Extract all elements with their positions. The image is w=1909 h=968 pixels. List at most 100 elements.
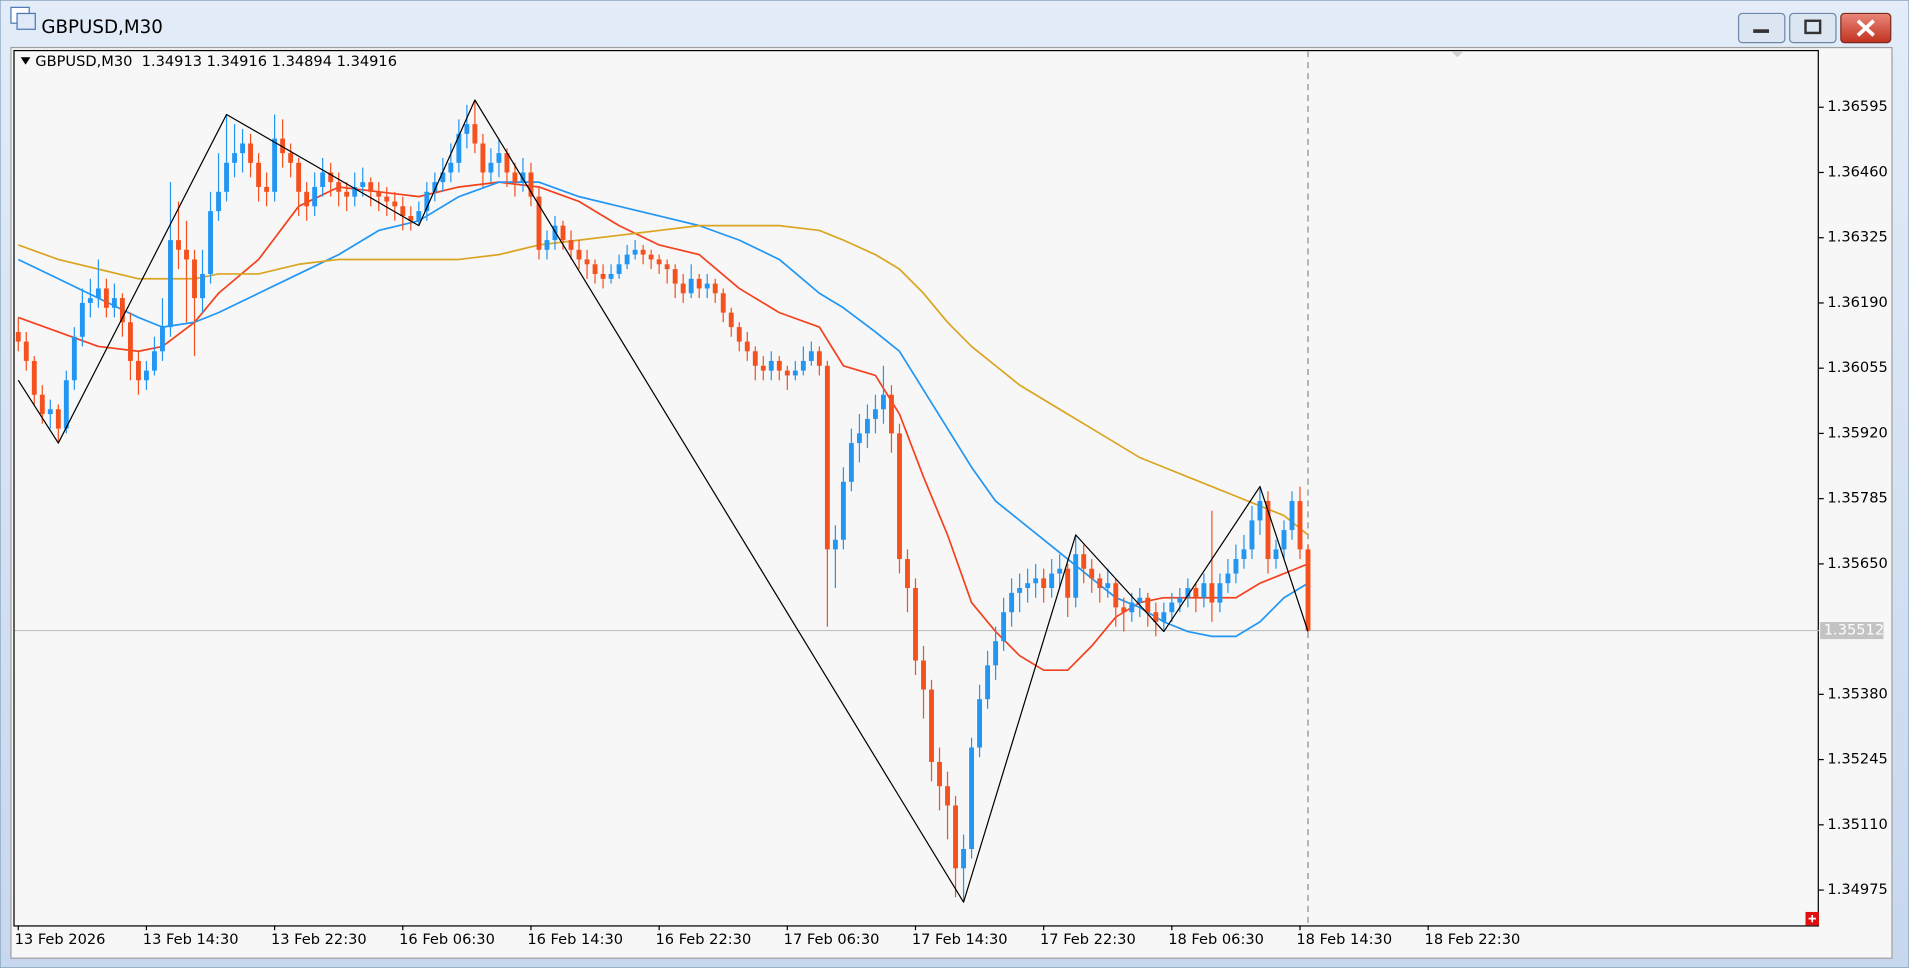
candle-body <box>1289 501 1295 531</box>
candle-body <box>39 394 45 415</box>
candle-body <box>776 360 782 371</box>
candle-body <box>1249 520 1255 550</box>
candle-body <box>1121 607 1127 613</box>
candle-body <box>304 191 310 207</box>
candle-body <box>937 762 942 787</box>
candle-body <box>336 182 342 192</box>
candle-body <box>1241 549 1247 560</box>
y-tick-label: 1.35245 <box>1827 751 1887 768</box>
candle-body <box>568 240 574 250</box>
candle-body <box>576 249 582 260</box>
candle-body <box>488 162 494 173</box>
candle-body <box>1161 612 1167 622</box>
maximize-button[interactable] <box>1789 12 1837 44</box>
info-arrow <box>20 57 31 65</box>
candle-body <box>47 409 53 415</box>
candle-body <box>913 588 918 661</box>
candle-body <box>792 370 798 376</box>
candle-body <box>23 341 29 361</box>
y-tick-label: 1.35650 <box>1827 555 1887 572</box>
candle-body <box>480 143 486 173</box>
candle-body <box>680 283 686 294</box>
candle-body <box>168 240 173 328</box>
x-tick-label: 16 Feb 14:30 <box>527 931 623 948</box>
app-icon <box>16 12 36 30</box>
candle-body <box>432 182 438 192</box>
candle-body <box>640 249 646 255</box>
candle-body <box>208 211 213 274</box>
candle-body <box>656 259 662 265</box>
trade-button[interactable] <box>1805 911 1819 926</box>
candle-body <box>232 153 237 163</box>
candle-body <box>408 215 414 221</box>
candle-body <box>176 240 181 250</box>
candle-body <box>192 259 197 299</box>
candle-body <box>856 433 862 444</box>
candle-body <box>1137 597 1143 603</box>
candle-body <box>1113 583 1119 608</box>
candle-body <box>544 240 550 250</box>
candle-body <box>200 273 205 299</box>
candle-body <box>808 351 814 361</box>
candle-body <box>784 370 790 376</box>
candle-body <box>969 747 975 849</box>
candle-body <box>905 559 910 589</box>
y-tick-label: 1.36055 <box>1827 359 1887 376</box>
candle-body <box>55 409 61 429</box>
candle-body <box>672 269 678 284</box>
candle-body <box>63 380 69 429</box>
candle-body <box>376 191 382 197</box>
candle-body <box>536 196 542 250</box>
candle-body <box>921 660 926 690</box>
candle-body <box>832 539 838 550</box>
candle-body <box>496 153 502 163</box>
candle-body <box>953 805 958 869</box>
candle-body <box>624 254 630 265</box>
candle-body <box>985 665 991 700</box>
candle-body <box>400 206 406 216</box>
x-tick-label: 13 Feb 22:30 <box>271 931 367 948</box>
candle-body <box>504 153 510 173</box>
close-button[interactable] <box>1840 12 1892 44</box>
candle-body <box>184 249 189 260</box>
y-tick-label: 1.36460 <box>1827 163 1887 180</box>
candle-body <box>864 418 870 434</box>
y-tick-label: 1.36595 <box>1827 98 1887 115</box>
plot-area <box>13 49 1819 927</box>
moving-average <box>17 181 1309 672</box>
candle-body <box>736 327 742 342</box>
candle-body <box>977 699 983 748</box>
candle-body <box>456 133 462 163</box>
candle-body <box>889 394 894 434</box>
zigzag <box>17 99 1309 903</box>
candle-body <box>1089 568 1095 579</box>
candle-body <box>848 443 854 482</box>
candle-body <box>1305 549 1311 631</box>
minimize-button[interactable] <box>1737 12 1786 44</box>
price-label: 1.35512 <box>1824 622 1884 639</box>
candle-body <box>1201 583 1207 598</box>
candle-body <box>824 365 830 550</box>
candle-body <box>1169 602 1175 613</box>
candle-body <box>760 365 766 371</box>
candle-body <box>720 293 726 313</box>
candle-body <box>728 312 734 328</box>
candle-body <box>448 162 454 173</box>
candle-body <box>240 143 246 154</box>
candle-body <box>15 331 21 342</box>
candle-body <box>280 138 286 154</box>
candle-body <box>1281 530 1287 550</box>
candle-body <box>1297 501 1303 550</box>
candle-body <box>119 298 125 323</box>
y-tick-label: 1.34975 <box>1827 881 1887 898</box>
x-tick-label: 16 Feb 06:30 <box>399 931 495 948</box>
candle-body <box>135 360 141 381</box>
y-tick-label: 1.35380 <box>1827 685 1887 702</box>
candle-body <box>1153 612 1159 622</box>
candle-body <box>688 278 694 294</box>
candle-body <box>360 182 366 187</box>
y-tick-label: 1.36325 <box>1827 229 1887 246</box>
candle-body <box>127 322 133 361</box>
